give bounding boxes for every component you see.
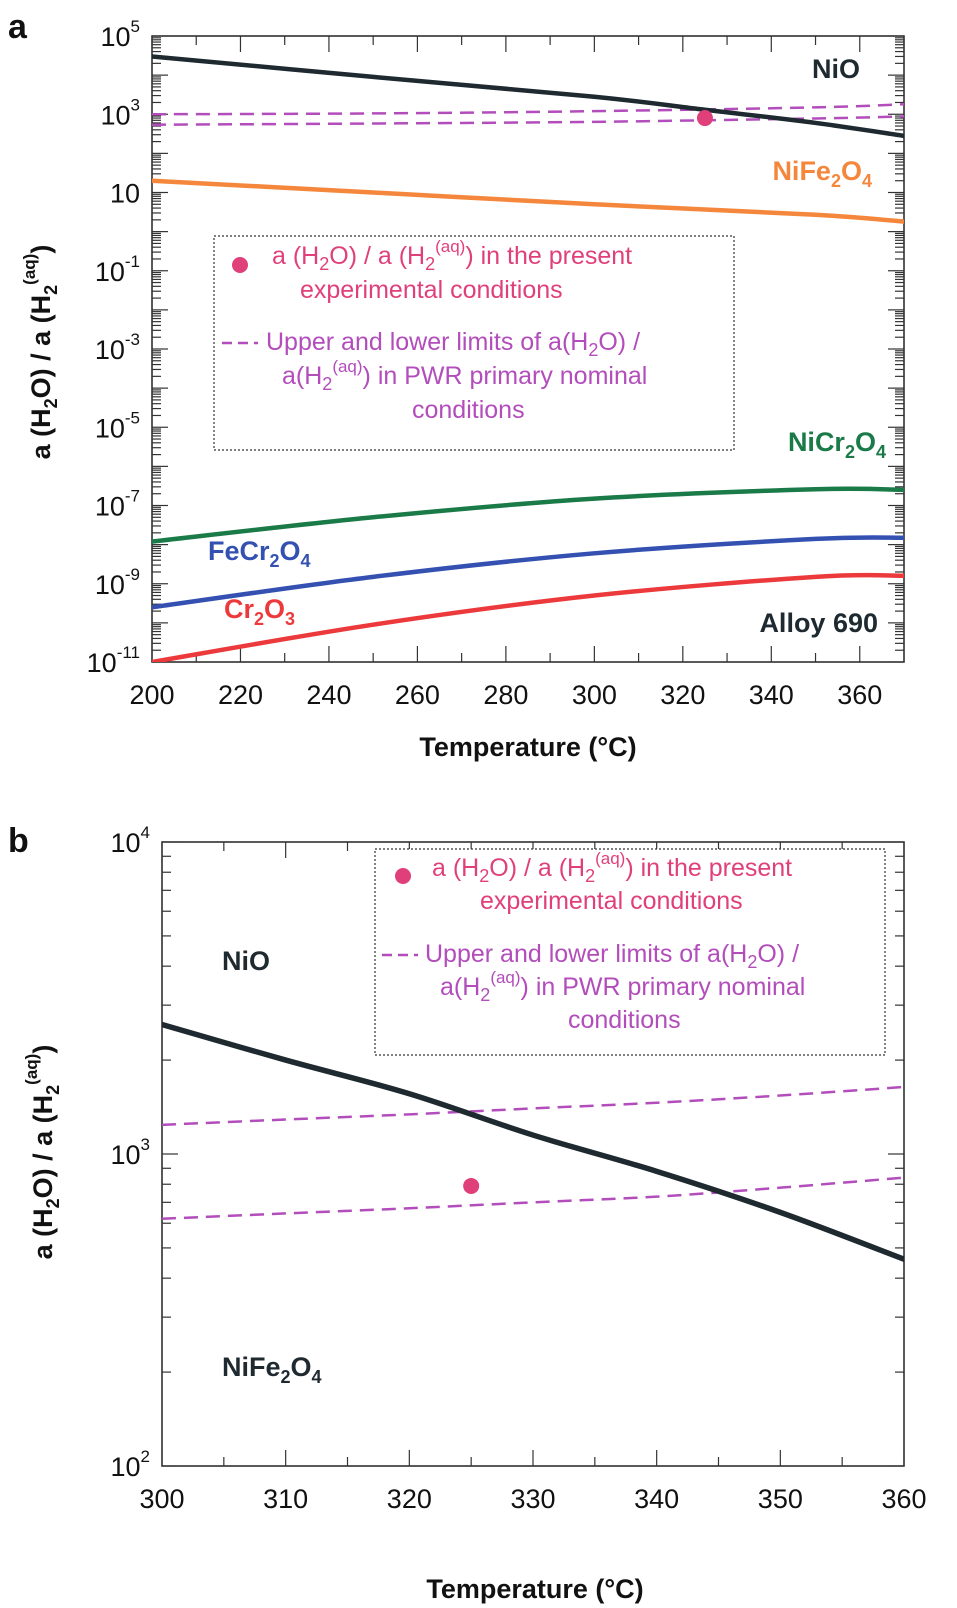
x-tick-label: 220	[218, 680, 263, 710]
region-label-nife2o4: NiFe2O4	[222, 1352, 322, 1387]
series-line-nicr2o4	[152, 486, 904, 544]
legend-dashed-line3-a: conditions	[412, 396, 525, 424]
series-line-cr2o3	[152, 572, 904, 662]
y-tick-label: 103	[100, 95, 140, 130]
x-tick-label: 330	[510, 1484, 555, 1514]
y-tick-label: 102	[110, 1447, 150, 1482]
y-axis-title-b: a (H2O) / a (H2(aq))	[22, 1045, 63, 1260]
pwr-upper-limit-line	[152, 103, 904, 116]
y-tick-label: 10-1	[95, 252, 140, 287]
legend-dashed-line1-b: Upper and lower limits of a(H2O) /	[425, 940, 799, 972]
x-tick-label: 350	[758, 1484, 803, 1514]
x-tick-label: 280	[483, 680, 528, 710]
legend-dashed-line2-a: a(H2(aq)) in PWR primary nominal	[282, 357, 647, 394]
legend-a: a (H2O) / a (H2(aq)) in the present expe…	[213, 235, 735, 451]
y-tick-label: 10-5	[95, 408, 140, 443]
y-tick-label: 10-11	[87, 643, 140, 678]
panel-a: a 105 103 10 10-1 10-3 10-5 10-7 10-9 10-11 200 2…	[8, 8, 905, 762]
y-tick-label: 104	[110, 823, 150, 858]
curve-label-cr2o3: Cr2O3	[224, 594, 295, 629]
x-tick-label: 200	[129, 680, 174, 710]
pwr-upper-limit-line	[162, 1085, 904, 1127]
x-tick-label: 300	[139, 1484, 184, 1514]
curve-label-nife2o4: NiFe2O4	[772, 156, 872, 191]
x-tick-label: 310	[263, 1484, 308, 1514]
alloy-label: Alloy 690	[759, 608, 878, 638]
experimental-point	[463, 1177, 480, 1194]
experimental-point	[696, 110, 713, 127]
x-tick-label: 320	[660, 680, 705, 710]
panel-letter-a: a	[8, 8, 28, 46]
x-tick-label: 300	[572, 680, 617, 710]
series-line-nio	[152, 54, 904, 139]
x-tick-label: 360	[837, 680, 882, 710]
legend-point-line2-b: experimental conditions	[480, 887, 743, 915]
x-tick-label: 320	[387, 1484, 432, 1514]
y-tick-label: 10-3	[95, 330, 140, 365]
panel-b: b 104 103 102 300 310 320 330 340 350 360 NiO NiF…	[8, 822, 927, 1604]
y-tick-label: 103	[110, 1135, 150, 1170]
y-axis-title-a: a (H2O) / a (H2(aq))	[20, 245, 61, 460]
legend-dashed-line1-a: Upper and lower limits of a(H2O) /	[266, 328, 640, 360]
curve-label-fecr2o4: FeCr2O4	[208, 536, 311, 571]
series-line-fecr2o4	[152, 535, 904, 610]
legend-point-line2-a: experimental conditions	[300, 276, 563, 304]
series-line-nife2o4	[152, 178, 904, 224]
x-axis-title-b: Temperature (°C)	[426, 1574, 643, 1604]
x-tick-label: 240	[306, 680, 351, 710]
pwr-lower-limit-line	[152, 115, 904, 126]
curve-label-nicr2o4: NiCr2O4	[788, 427, 886, 462]
y-tick-label: 10-9	[95, 565, 140, 600]
x-tick-label: 360	[881, 1484, 926, 1514]
curve-label-nio: NiO	[812, 54, 860, 84]
series-line-nio	[162, 1021, 904, 1262]
legend-box-b	[374, 848, 886, 1056]
y-tick-label: 105	[100, 17, 140, 52]
x-axis-title-a: Temperature (°C)	[419, 732, 636, 762]
x-tick-label: 340	[634, 1484, 679, 1514]
legend-dashed-line3-b: conditions	[568, 1006, 681, 1034]
pwr-lower-limit-line	[162, 1176, 904, 1221]
y-tick-label: 10-7	[95, 487, 140, 522]
legend-point-marker-b	[395, 868, 411, 884]
x-tick-label: 340	[749, 680, 794, 710]
region-label-nio: NiO	[222, 946, 270, 976]
legend-point-line1-a: a (H2O) / a (H2(aq)) in the present	[272, 237, 632, 274]
legend-b: a (H2O) / a (H2(aq)) in the present expe…	[374, 848, 886, 1056]
y-tick-label: 10	[110, 179, 140, 209]
legend-point-marker-a	[232, 257, 248, 273]
x-tick-label: 260	[395, 680, 440, 710]
legend-box-a	[213, 235, 735, 451]
panel-letter-b: b	[8, 822, 29, 860]
